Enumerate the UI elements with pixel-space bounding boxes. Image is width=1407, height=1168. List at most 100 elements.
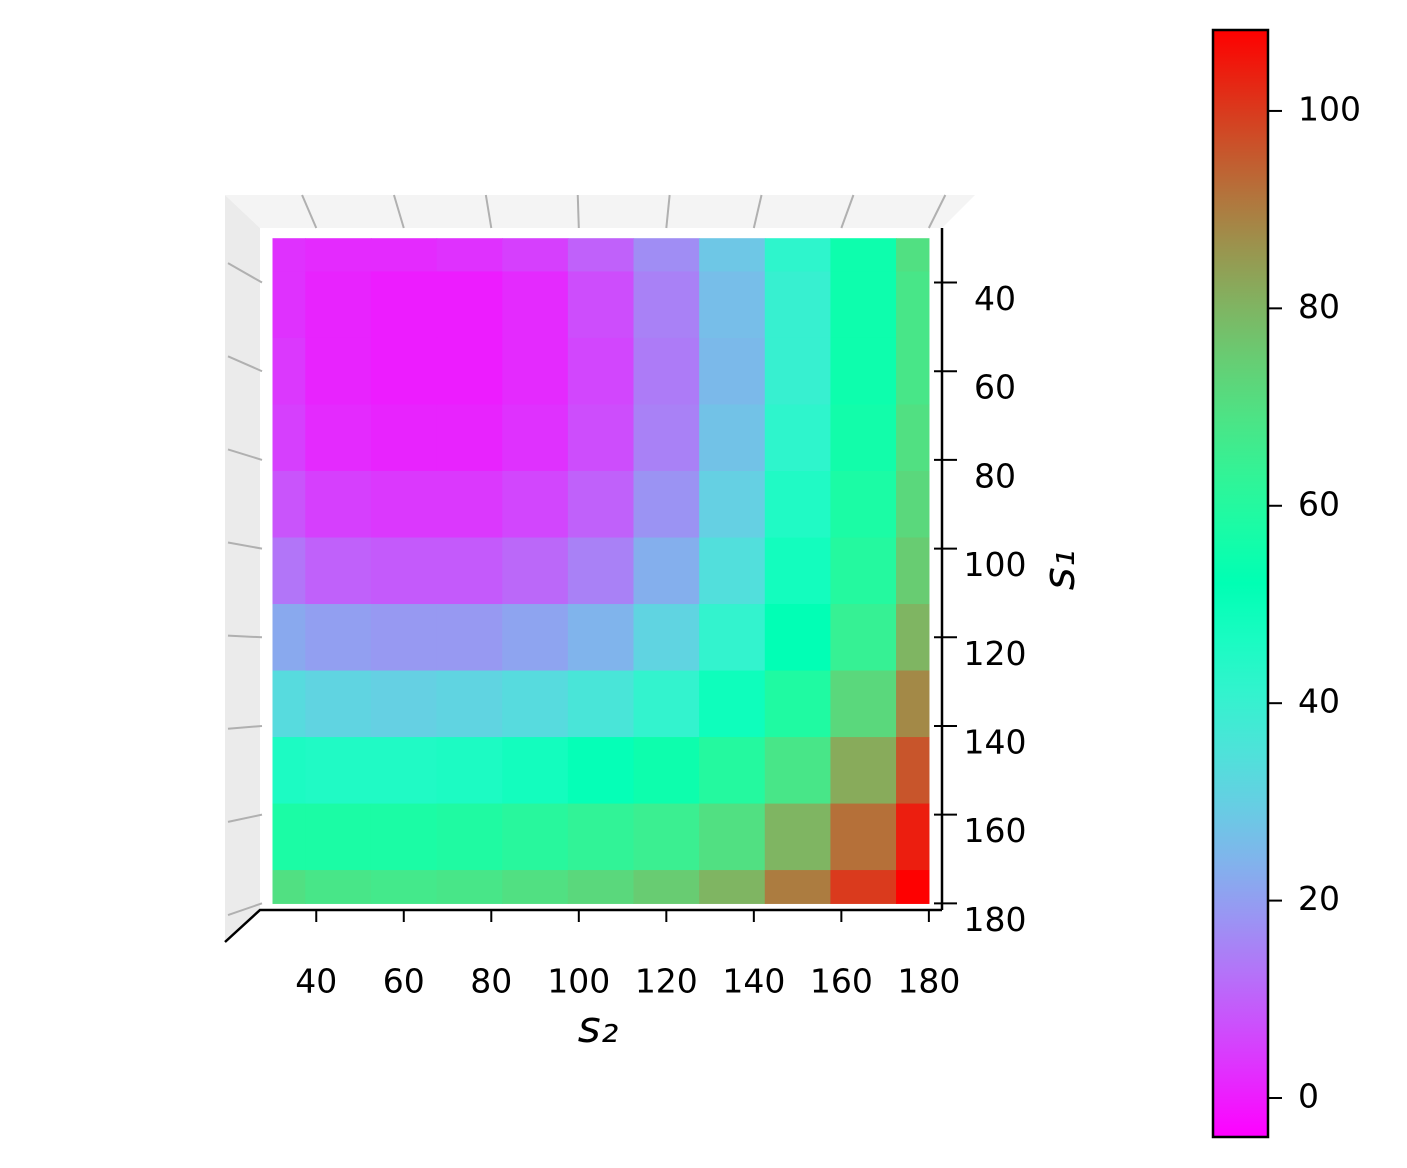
- surface-cell: [764, 337, 832, 406]
- surface-cell: [830, 803, 897, 871]
- surface-cell: [502, 471, 569, 539]
- surface-cell: [436, 271, 503, 339]
- surface-cell: [699, 238, 766, 273]
- surface-cell: [370, 337, 438, 406]
- surface-cell: [567, 471, 635, 539]
- grid-line: [227, 724, 263, 730]
- surface-cell: [305, 604, 372, 672]
- surface-cell: [699, 471, 766, 539]
- surface-cell: [896, 471, 930, 539]
- surface-cell: [502, 238, 569, 273]
- surface-cell: [272, 537, 306, 605]
- surface-cell: [633, 670, 700, 738]
- surface-cell: [272, 238, 306, 273]
- surface-cell: [370, 737, 438, 805]
- grid-line: [665, 194, 671, 229]
- surface-cell: [370, 471, 438, 539]
- surface-cell: [436, 870, 503, 904]
- surface-cell: [370, 870, 438, 904]
- colorbar: [1211, 28, 1270, 1139]
- colorbar-tick-label: 60: [1298, 484, 1340, 523]
- surface-cell: [830, 604, 897, 672]
- surface-cell: [502, 337, 569, 406]
- surface-cell: [436, 404, 503, 472]
- y-tick-label: 60: [974, 368, 1016, 407]
- surface-cell: [272, 471, 306, 539]
- surface-cell: [436, 737, 503, 805]
- surface-cell: [699, 271, 766, 339]
- colorbar-tick-label: 20: [1298, 879, 1340, 918]
- surface-cell: [633, 803, 700, 871]
- surface-cell: [567, 337, 635, 406]
- surface-cell: [502, 803, 569, 871]
- surface-cell: [764, 737, 832, 805]
- surface-cell: [436, 471, 503, 539]
- surface-cell: [633, 737, 700, 805]
- surface-cell: [370, 271, 438, 339]
- y-tick-label: 120: [964, 634, 1027, 673]
- colorbar-tick-label: 40: [1298, 682, 1340, 721]
- surface-cell: [633, 271, 700, 339]
- surface-cell: [567, 238, 635, 273]
- surface-cell: [502, 870, 569, 904]
- pane-left: [225, 195, 260, 942]
- surface-cell: [305, 537, 372, 605]
- surface-cell: [272, 337, 306, 406]
- surface-cell: [305, 737, 372, 805]
- surface-cell: [370, 404, 438, 472]
- surface-cell: [502, 670, 569, 738]
- surface-cell: [502, 537, 569, 605]
- surface-cell: [370, 238, 438, 273]
- surface-cell: [830, 737, 897, 805]
- surface-cell: [436, 604, 503, 672]
- surface-cell: [502, 404, 569, 472]
- surface-cell: [567, 404, 635, 472]
- surface-cell: [633, 404, 700, 472]
- surface-cell: [830, 271, 897, 339]
- colorbar-tick-label: 100: [1298, 89, 1361, 128]
- surface-cell: [896, 337, 930, 406]
- surface-cell: [502, 737, 569, 805]
- surface-cell: [272, 604, 306, 672]
- surface-cell: [764, 537, 832, 605]
- surface-cell: [896, 238, 930, 273]
- surface-cell: [699, 737, 766, 805]
- surface-cell: [764, 670, 832, 738]
- surface-cell: [370, 670, 438, 738]
- surface-cell: [830, 537, 897, 605]
- x-tick-label: 60: [383, 962, 425, 1001]
- surface-cell: [502, 271, 569, 339]
- surface-cell: [567, 670, 635, 738]
- x-tick-label: 140: [722, 962, 785, 1001]
- x-tick-label: 160: [810, 962, 873, 1001]
- surface-cell: [305, 337, 372, 406]
- surface-cell: [567, 271, 635, 339]
- x-tick-label: 180: [897, 962, 960, 1001]
- grid-line: [393, 194, 405, 229]
- colorbar-tick-label: 80: [1298, 287, 1340, 326]
- surface-cell: [272, 404, 306, 472]
- grid-line: [576, 194, 580, 229]
- surface-cell: [436, 803, 503, 871]
- surface-cell: [764, 803, 832, 871]
- pane-top: [225, 195, 975, 228]
- grid-line: [752, 194, 763, 229]
- surface-cell: [436, 537, 503, 605]
- grid-line: [227, 355, 263, 373]
- surface-cell: [830, 337, 897, 406]
- surface-cell: [764, 271, 832, 339]
- surface-cell: [370, 803, 438, 871]
- surface-cell: [830, 670, 897, 738]
- surface-cell: [896, 670, 930, 738]
- surface-cell: [896, 803, 930, 871]
- grid-line: [227, 541, 263, 550]
- surface-cell: [305, 238, 372, 273]
- surface-cell: [633, 238, 700, 273]
- grid-line: [227, 634, 263, 639]
- surface-cell: [567, 604, 635, 672]
- surface-cell: [699, 870, 766, 904]
- surface-cell: [436, 337, 503, 406]
- surface-cell: [699, 604, 766, 672]
- y-tick-label: 140: [964, 722, 1027, 761]
